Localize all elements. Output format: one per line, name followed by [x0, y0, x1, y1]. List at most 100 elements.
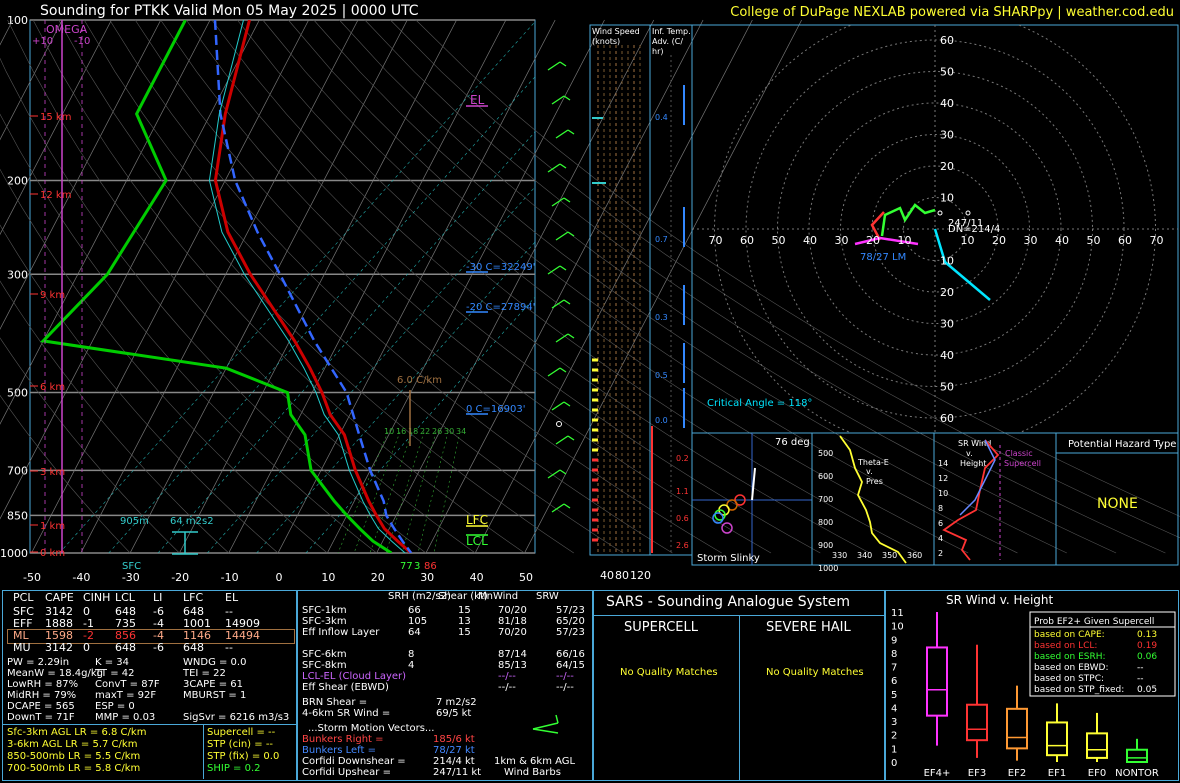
pressure-tick-label: 700	[7, 464, 28, 477]
prob-title: Prob EF2+ Given Supercell	[1034, 617, 1154, 627]
wind-barb	[547, 265, 561, 275]
pressure-tick-label: 1000	[0, 547, 28, 560]
sr-wind-legend: Classic	[1005, 449, 1033, 458]
parcel-header: LFC	[183, 591, 204, 604]
isotherm-line	[425, 19, 704, 554]
sr-wind-y-tick: 6	[938, 519, 943, 528]
hodograph-ring	[903, 197, 967, 261]
stp-y-tick: 11	[891, 608, 904, 619]
parcel-cell: 856	[115, 629, 136, 642]
stp-panel: SR Wind v. Height	[885, 590, 1179, 781]
slinky-circle	[734, 494, 746, 506]
wind-speed-title-2: (knots)	[592, 37, 620, 46]
kin-cell: 70/20	[498, 627, 527, 638]
isotherm-annotation: -30 C=32249'	[466, 262, 535, 273]
prob-label: based on ESRH:	[1034, 652, 1106, 662]
hazard-title: Potential Hazard Type	[1068, 439, 1176, 450]
kin-row-label: SFC-8km	[302, 660, 347, 671]
motion-value: 185/6 kt	[433, 734, 475, 745]
temp-tick-label: -30	[122, 571, 140, 584]
index-cell: MMP = 0.03	[95, 712, 156, 723]
hodograph-ring	[714, 25, 1156, 433]
parcel-header: CINH	[83, 591, 111, 604]
index-cell: LowRH = 87%	[7, 679, 79, 690]
inf-temp-value: 1.1	[676, 487, 689, 496]
stp-y-tick: 7	[891, 663, 897, 674]
temp-tick-label: 10	[321, 571, 335, 584]
wind-barb	[555, 129, 569, 139]
lfc-label: LFC	[466, 513, 488, 527]
barb-icons	[532, 714, 559, 734]
isotherm-line	[474, 19, 753, 554]
lapse-rate-text: 850-500mb LR = 5.5 C/km	[7, 751, 141, 762]
inf-temp-value: 0.5	[655, 371, 668, 380]
theta-e-x-tick: 340	[857, 551, 872, 560]
index-cell: TEI = 22	[183, 668, 226, 679]
theta-e-title-3: Pres	[866, 477, 883, 486]
hodograph-marker	[965, 210, 971, 216]
temp-tick-label: -50	[23, 571, 41, 584]
temp-tick-label: -40	[72, 571, 90, 584]
critical-angle: Critical Angle = 118°	[707, 398, 812, 409]
wind-barb	[551, 197, 565, 207]
dry-adiabat	[313, 19, 1067, 554]
prob-value: --	[1137, 663, 1144, 673]
inf-temp-value: 0.6	[676, 514, 689, 523]
hodograph-ring-label: 30	[940, 129, 954, 142]
series-virtual-temperature	[208, 20, 406, 553]
stp-box	[1006, 707, 1028, 750]
dry-adiabat	[262, 19, 969, 554]
moist-adiabat	[207, 186, 535, 553]
temp-tick-label: 20	[371, 571, 385, 584]
isotherm-line	[326, 19, 605, 554]
stp-box	[1086, 732, 1108, 759]
mixing-ratio-label: 30	[444, 427, 454, 436]
wind-barb-flag	[567, 435, 575, 441]
isotherm-line	[524, 19, 802, 554]
slinky-circle	[726, 499, 738, 511]
dry-adiabat	[186, 19, 821, 554]
mixing-ratio-line	[353, 431, 401, 553]
inf-temp-title-2: Adv. (C/	[652, 37, 683, 46]
prob-label: based on EBWD:	[1034, 663, 1109, 673]
wind-speed-title: Wind Speed	[592, 27, 640, 36]
parcel-cell: --	[225, 605, 233, 618]
isotherm-line	[80, 19, 359, 554]
mixing-ratio-label: 22	[420, 427, 430, 436]
dry-adiabat	[134, 19, 722, 554]
stp-category: EF0	[1088, 768, 1106, 779]
parcel-cell: -6	[153, 641, 164, 654]
parcel-header: EL	[225, 591, 239, 604]
inf-temp-value: 2.6	[676, 541, 689, 550]
hodograph-trace-upper	[933, 228, 991, 301]
pressure-tick-label: 100	[7, 14, 28, 27]
moist-adiabat	[108, 76, 535, 553]
wind-barb	[547, 469, 561, 479]
motion-label: Bunkers Left =	[302, 745, 376, 756]
sr-wind-y-tick: 8	[938, 504, 943, 513]
sr-wind-y-tick: 12	[938, 474, 948, 483]
isotherm-line	[0, 19, 260, 520]
parcel-cell: -4	[153, 629, 164, 642]
series-dewpoint	[40, 20, 393, 553]
mixing-ratio-line	[337, 431, 389, 553]
index-cell: MBURST = 1	[183, 690, 247, 701]
wind-barb	[547, 367, 561, 377]
kin-row-label: Eff Inflow Layer	[302, 627, 380, 638]
sr-wind-y-tick: 4	[938, 534, 943, 543]
wind-speed-tick: 40	[600, 569, 614, 582]
skewt-plot-area: 10 16 18 22 26 30 34	[40, 20, 535, 553]
el-label: EL	[470, 93, 485, 107]
hodograph-area	[692, 25, 1178, 433]
stp-category: EF2	[1008, 768, 1026, 779]
index-cell: WNDG = 0.0	[183, 657, 247, 668]
lcl-label: LCL	[466, 534, 488, 548]
parcel-cell: -4	[153, 617, 164, 630]
motion-label: Corfidi Downshear =	[302, 756, 406, 767]
lapse-rate-text: 700-500mb LR = 5.8 C/km	[7, 763, 141, 774]
dry-adiabat	[211, 19, 870, 554]
parcel-cell: 648	[183, 605, 204, 618]
isotherm-line	[0, 19, 211, 425]
sfc-dew: 3	[414, 561, 420, 572]
